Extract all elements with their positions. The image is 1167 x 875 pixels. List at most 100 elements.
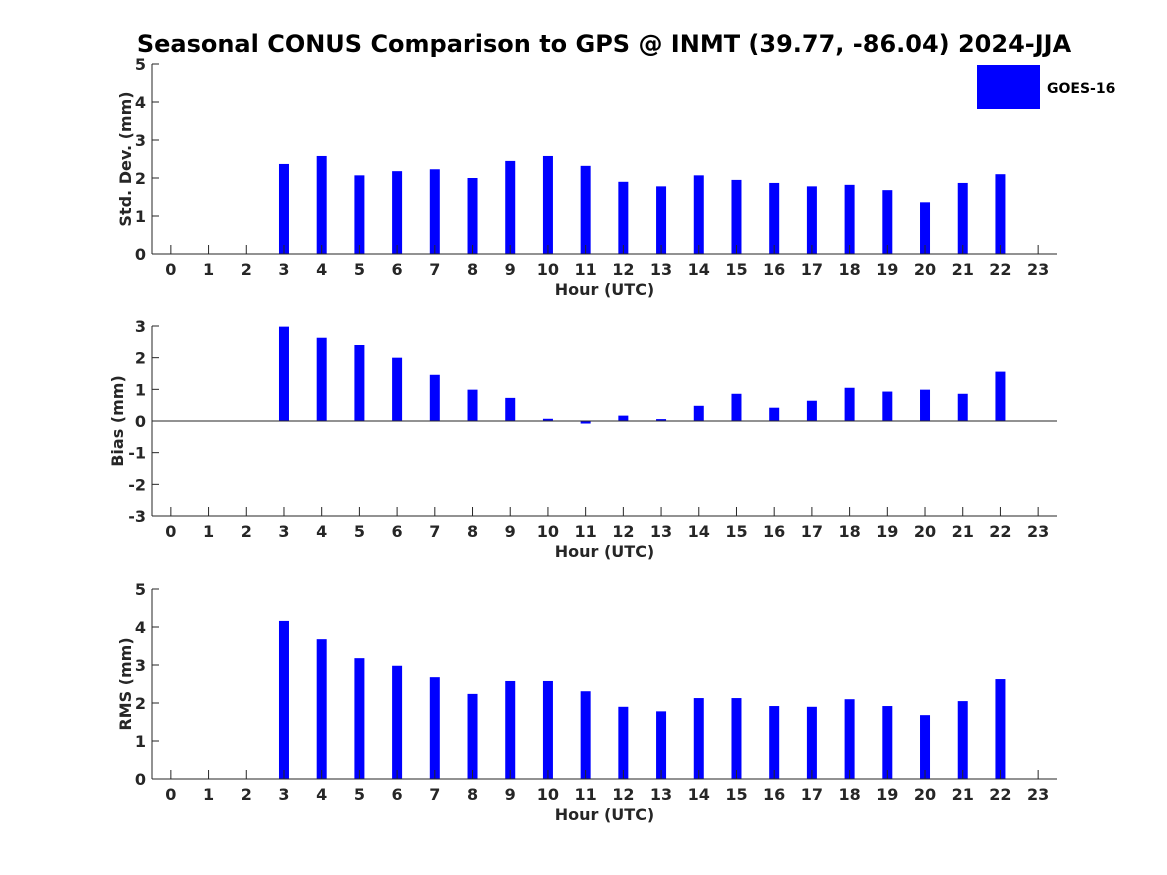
bias-bar [392,357,403,421]
rms-x-tick-label: 18 [838,785,860,804]
rms-x-tick-label: 19 [876,785,898,804]
rms-x-tick-label: 1 [203,785,214,804]
rms-bar [580,691,591,779]
std-dev-x-tick-label: 5 [354,260,365,279]
rms-ylabel: RMS (mm) [116,637,135,730]
std-dev-x-tick-label: 0 [165,260,176,279]
bias-bar [920,389,931,421]
std-dev-x-tick-label: 16 [763,260,785,279]
rms-bar [618,706,629,779]
rms-bar [429,677,440,779]
std-dev-bar [316,155,327,254]
std-dev-bar [354,175,365,254]
rms-x-tick-label: 3 [278,785,289,804]
bias-x-tick-label: 20 [914,522,936,541]
bias-x-tick-label: 23 [1027,522,1049,541]
bias-bar [278,326,289,421]
rms-x-tick-label: 9 [505,785,516,804]
bias-x-tick-label: 4 [316,522,327,541]
bias-y-tick-label: 3 [135,317,146,336]
std-dev-y-tick-label: 2 [135,169,146,188]
std-dev-x-tick-label: 10 [537,260,559,279]
bias-x-tick-label: 7 [429,522,440,541]
std-dev-x-tick-label: 15 [725,260,747,279]
bias-x-tick-label: 19 [876,522,898,541]
std-dev-bar [844,184,855,254]
bias-x-tick-label: 21 [952,522,974,541]
std-dev-bar [920,202,931,254]
bias-x-tick-label: 10 [537,522,559,541]
bias-bar [580,421,591,424]
rms-bar [693,698,704,779]
rms-bar [844,699,855,779]
legend-swatch [977,65,1040,109]
std-dev-x-tick-label: 19 [876,260,898,279]
rms-bar [769,706,780,779]
std-dev-x-tick-label: 13 [650,260,672,279]
std-dev-y-tick-label: 3 [135,131,146,150]
std-dev-bar [542,155,553,254]
std-dev-x-tick-label: 20 [914,260,936,279]
bias-x-tick-label: 1 [203,522,214,541]
std-dev-bar [806,186,817,254]
std-dev-bar [580,165,591,254]
bias-ylabel: Bias (mm) [108,375,127,467]
bias-bar [731,393,742,421]
std-dev-x-tick-label: 9 [505,260,516,279]
bias-y-tick-label: 2 [135,349,146,368]
rms-x-tick-label: 23 [1027,785,1049,804]
rms-x-tick-label: 16 [763,785,785,804]
rms-x-tick-label: 12 [612,785,634,804]
bias-y-tick-label: 1 [135,380,146,399]
std-dev-xlabel: Hour (UTC) [555,280,655,299]
rms-x-tick-label: 14 [688,785,710,804]
rms-bar [392,665,403,779]
bias-x-tick-label: 11 [575,522,597,541]
std-dev-x-tick-label: 7 [429,260,440,279]
bias-bar [316,337,327,421]
rms-x-tick-label: 22 [989,785,1011,804]
std-dev-ylabel: Std. Dev. (mm) [116,91,135,226]
rms-y-tick-label: 3 [135,656,146,675]
chart-title: Seasonal CONUS Comparison to GPS @ INMT … [137,30,1072,58]
legend-label: GOES-16 [1047,81,1115,97]
bias-x-tick-label: 16 [763,522,785,541]
bias-y-tick-label: 0 [135,412,146,431]
bias-y-tick-label: -1 [128,444,146,463]
std-dev-x-tick-label: 22 [989,260,1011,279]
rms-bar [354,658,365,779]
legend: GOES-16 [977,65,1115,109]
rms-x-tick-label: 5 [354,785,365,804]
std-dev-bar [278,163,289,254]
bias-x-tick-label: 2 [241,522,252,541]
bias-bar [656,419,667,421]
bias-y-tick-label: -2 [128,475,146,494]
std-dev-x-tick-label: 21 [952,260,974,279]
std-dev-bar [731,179,742,254]
std-dev-x-tick-label: 4 [316,260,327,279]
bias-x-tick-label: 0 [165,522,176,541]
bias-x-tick-label: 5 [354,522,365,541]
std-dev-y-tick-label: 5 [135,55,146,74]
bias-x-tick-label: 13 [650,522,672,541]
rms-x-tick-label: 7 [429,785,440,804]
bias-bar [505,397,516,421]
bias-x-tick-label: 6 [392,522,403,541]
std-dev-x-tick-label: 12 [612,260,634,279]
bias-x-tick-label: 12 [612,522,634,541]
bias-bar [542,418,553,421]
bias-x-tick-label: 3 [278,522,289,541]
rms-xlabel: Hour (UTC) [555,805,655,824]
std-dev-bar [693,175,704,254]
rms-bar [957,701,968,779]
std-dev-x-tick-label: 14 [688,260,710,279]
std-dev-bar [429,169,440,254]
rms-x-tick-label: 13 [650,785,672,804]
rms-bar [920,715,931,779]
std-dev-x-tick-label: 6 [392,260,403,279]
rms-y-tick-label: 0 [135,770,146,789]
bias-bar [882,391,893,421]
